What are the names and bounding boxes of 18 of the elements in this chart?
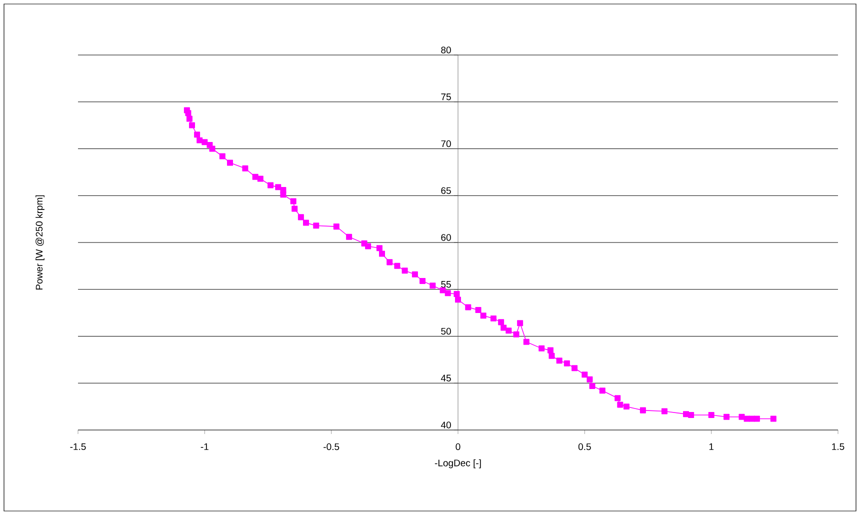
x-axis-title: -LogDec [-] — [434, 459, 481, 468]
x-tick-label: 1 — [709, 443, 714, 450]
y-tick-label: 75 — [441, 94, 451, 100]
y-tick-label: 60 — [441, 234, 451, 241]
x-tick-label: -1.5 — [70, 443, 86, 450]
x-tick-label: 0 — [456, 443, 460, 450]
x-tick-label: -1 — [200, 443, 208, 450]
y-tick-label: 70 — [441, 140, 451, 148]
x-tick-label: -0.5 — [324, 443, 340, 450]
y-tick-label: 40 — [440, 422, 451, 428]
y-tick-label: 65 — [441, 187, 451, 194]
y-tick-label: 55 — [441, 281, 451, 288]
y-axis-title: Power [W @250 krpm] — [36, 195, 44, 290]
x-tick-label: 1.5 — [832, 443, 844, 450]
y-tick-label: 45 — [440, 374, 451, 382]
x-tick-label: 0.5 — [578, 443, 591, 450]
y-tick-label: 80 — [441, 46, 451, 54]
y-tick-label: 50 — [441, 328, 451, 335]
